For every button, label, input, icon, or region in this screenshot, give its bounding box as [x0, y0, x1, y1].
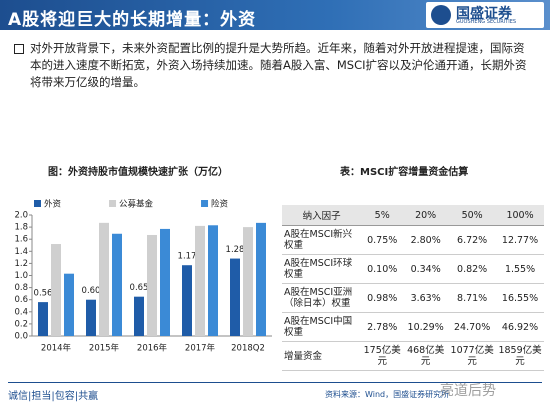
- table-cell: 1859亿美元: [496, 341, 544, 371]
- x-tick-label: 2015年: [89, 343, 120, 354]
- table-cell: A股在MSCI亚洲（除日本）权重: [282, 283, 362, 313]
- value-label-bg: [177, 250, 197, 262]
- y-tick-label: 1.2: [14, 259, 28, 269]
- table-header-cell: 20%: [403, 205, 449, 226]
- table-cell: 8.71%: [448, 283, 497, 313]
- bar: [243, 227, 253, 336]
- x-tick-label: 2018Q2: [231, 344, 265, 354]
- bar: [208, 225, 218, 336]
- legend-swatch: [34, 200, 41, 207]
- table-cell: 0.10%: [361, 254, 404, 284]
- table-row: A股在MSCI中国权重 2.78% 10.29% 24.70% 46.92%: [282, 312, 544, 342]
- body-text: 对外开放背景下，未来外资配置比例的提升是大势所趋。近年来，随着对外开放进程提速，…: [30, 41, 527, 89]
- value-label-bg: [225, 243, 245, 255]
- value-label: 1.17: [178, 252, 197, 262]
- footer-source: 资料来源：Wind，国盛证券研究所: [325, 390, 450, 399]
- logo: 国盛证券 GUOSHENG SECURITIES: [426, 2, 544, 28]
- table-cell: A股在MSCI环球权重: [282, 254, 362, 284]
- x-tick-label: 2016年: [137, 343, 168, 354]
- value-label: 0.56: [34, 289, 53, 299]
- x-tick-label: 2014年: [41, 343, 72, 354]
- table-cell: 175亿美元: [361, 341, 404, 371]
- table-cell: 468亿美元: [403, 341, 449, 371]
- table-row: 增量资金 175亿美元 468亿美元 1077亿美元 1859亿美元: [282, 341, 544, 371]
- table-title: 表：MSCI扩容增量资金估算: [340, 167, 469, 178]
- y-tick-label: 1.6: [14, 235, 28, 245]
- table-cell: 46.92%: [496, 312, 544, 342]
- y-tick-label: 0.2: [14, 319, 28, 329]
- value-label: 1.28: [226, 245, 245, 255]
- table-cell: 6.72%: [448, 225, 497, 255]
- y-tick-label: 0.4: [14, 307, 28, 317]
- table-cell: 0.34%: [403, 254, 449, 284]
- value-label: 0.65: [130, 283, 149, 293]
- value-label: 0.60: [82, 286, 101, 296]
- bar: [38, 302, 48, 336]
- table-row: A股在MSCI新兴权重 0.75% 2.80% 6.72% 12.77%: [282, 225, 544, 255]
- table-row: A股在MSCI环球权重 0.10% 0.34% 0.82% 1.55%: [282, 254, 544, 284]
- y-tick-label: 1.4: [14, 247, 28, 257]
- table-cell: A股在MSCI中国权重: [282, 312, 362, 342]
- chart-title: 图：外资持股市值规模快速扩张（万亿）: [48, 167, 228, 178]
- header-title: A股将迎巨大的长期增量：外资: [8, 10, 257, 30]
- table-header-cell: 纳入因子: [282, 205, 362, 226]
- table-cell: 1077亿美元: [448, 341, 497, 371]
- bar: [147, 234, 157, 336]
- logo-mark: [431, 5, 451, 25]
- bullet: [14, 44, 24, 54]
- bar: [99, 222, 109, 336]
- bar: [182, 265, 192, 336]
- bar: [160, 228, 170, 336]
- y-tick-label: 1.8: [14, 223, 28, 233]
- y-tick-label: 0.8: [14, 283, 28, 293]
- footer-motto: 诚信|担当|包容|共赢: [8, 391, 99, 402]
- table-cell: 2.78%: [361, 312, 404, 342]
- legend-label: 险资: [211, 199, 229, 210]
- bar: [64, 273, 74, 336]
- bar: [195, 225, 205, 336]
- bar: [134, 296, 144, 336]
- table-cell: 12.77%: [496, 225, 544, 255]
- logo-subtext: GUOSHENG SECURITIES: [456, 19, 517, 25]
- legend-label: 公募基金: [119, 199, 154, 210]
- bar: [112, 233, 122, 336]
- table-cell: 0.75%: [361, 225, 404, 255]
- table-header-cell: 50%: [448, 205, 497, 226]
- table-cell: 0.98%: [361, 283, 404, 313]
- legend-swatch: [109, 200, 117, 207]
- table-row: A股在MSCI亚洲（除日本）权重 0.98% 3.63% 8.71% 16.55%: [282, 283, 544, 313]
- table-header-cell: 5%: [361, 205, 404, 226]
- value-label-bg: [129, 281, 149, 293]
- table-cell: 2.80%: [403, 225, 449, 255]
- y-tick-label: 1.0: [14, 271, 28, 281]
- y-tick-label: 0.0: [14, 332, 28, 342]
- x-tick-label: 2017年: [185, 343, 216, 354]
- bar: [51, 244, 61, 336]
- y-tick-label: 2.0: [14, 211, 28, 221]
- table-cell: A股在MSCI新兴权重: [282, 225, 362, 255]
- bar: [86, 299, 96, 336]
- chart: 0.0 0.2 0.4 0.6 0.8 1.0 1.2 1.4 1.6 1.8 2.0 2014年 0.…: [14, 199, 272, 354]
- value-label-bg: [33, 287, 53, 299]
- bar: [230, 258, 240, 336]
- header-bar: A股将迎巨大的长期增量：外资 国盛证券 GUOSHENG SECURITIES: [0, 0, 550, 30]
- table-cell: 增量资金: [282, 341, 362, 371]
- table-header-cell: 100%: [496, 205, 544, 226]
- logo-text: 国盛证券: [456, 6, 512, 22]
- value-label-bg: [81, 284, 101, 296]
- table: 纳入因子 5% 20% 50% 100% A股在MSCI新兴权重 0.75% 2.80% 6.7…: [282, 205, 544, 371]
- bar: [256, 222, 266, 336]
- legend-swatch: [201, 200, 209, 207]
- legend-label: 外资: [44, 199, 62, 210]
- table-cell: 10.29%: [403, 312, 449, 342]
- table-cell: 1.55%: [496, 254, 544, 284]
- y-tick-label: 0.6: [14, 295, 28, 305]
- table-cell: 0.82%: [448, 254, 497, 284]
- table-cell: 3.63%: [403, 283, 449, 313]
- watermark: 亮道后势: [440, 383, 496, 399]
- footer-line: [8, 382, 542, 383]
- table-cell: 16.55%: [496, 283, 544, 313]
- table-cell: 24.70%: [448, 312, 497, 342]
